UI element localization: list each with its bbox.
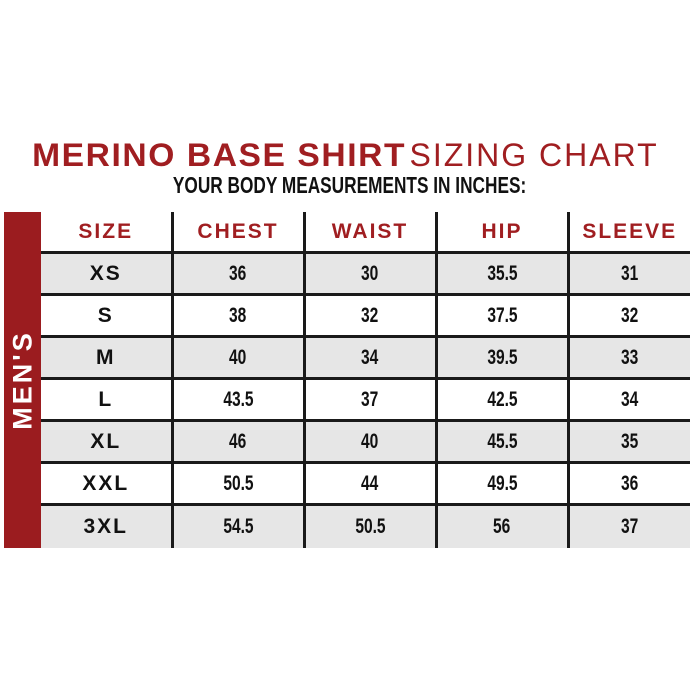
title-chart-label: SIZING CHART (409, 137, 659, 173)
chest-cell: 46 (172, 420, 306, 464)
column-header-sleeve: SLEEVE (568, 212, 690, 254)
column-header-chest: CHEST (172, 212, 306, 254)
waist-cell: 37 (304, 378, 438, 422)
column-header-size-label: SIZE (78, 219, 134, 243)
gender-band-label: MEN'S (7, 330, 37, 430)
sleeve-value: 35 (621, 429, 639, 453)
size-label: XS (89, 261, 122, 285)
gender-band: MEN'S (4, 212, 41, 548)
waist-value: 37 (361, 387, 379, 411)
chest-value: 50.5 (222, 471, 254, 495)
size-table: SIZE CHEST WAIST HIP SLEEVE XS 36 30 35.… (41, 212, 690, 548)
hip-cell: 35.5 (436, 252, 570, 296)
waist-value: 50.5 (354, 515, 386, 538)
waist-cell: 50.5 (304, 504, 438, 548)
sleeve-cell: 32 (568, 294, 690, 338)
chest-cell: 54.5 (172, 504, 306, 548)
waist-value: 30 (361, 261, 379, 285)
waist-value: 34 (361, 345, 379, 369)
size-cell: M (41, 336, 174, 380)
hip-value: 49.5 (486, 471, 518, 495)
chest-value: 38 (229, 303, 247, 327)
waist-value: 44 (361, 471, 379, 495)
table-row-xxl: XXL 50.5 44 49.5 36 (41, 462, 690, 506)
header-row: SIZE CHEST WAIST HIP SLEEVE (41, 212, 690, 254)
waist-cell: 40 (304, 420, 438, 464)
size-cell: L (41, 378, 174, 422)
column-header-chest-label: CHEST (197, 219, 279, 243)
sleeve-value: 31 (621, 261, 639, 285)
hip-value: 35.5 (486, 261, 518, 285)
measurement-units-subtitle: YOUR BODY MEASUREMENTS IN INCHES: (173, 172, 527, 198)
sleeve-cell: 34 (568, 378, 690, 422)
page-title: MERINO BASE SHIRT SIZING CHART (0, 137, 700, 174)
chest-value: 43.5 (222, 387, 254, 411)
column-header-waist-label: WAIST (331, 219, 409, 243)
sleeve-cell: 33 (568, 336, 690, 380)
sizing-chart: MEN'S SIZE CHEST WAIST HIP SLEEVE XS 36 (4, 212, 690, 548)
hip-cell: 56 (436, 504, 570, 548)
size-cell: XXL (41, 462, 174, 506)
waist-cell: 30 (304, 252, 438, 296)
hip-value: 45.5 (486, 429, 518, 453)
size-label: S (97, 303, 114, 327)
column-header-hip-label: HIP (481, 219, 523, 243)
column-header-hip: HIP (436, 212, 570, 254)
waist-value: 32 (361, 303, 379, 327)
table-row-s: S 38 32 37.5 32 (41, 294, 690, 338)
size-label: XXL (82, 471, 130, 495)
table-row-xs: XS 36 30 35.5 31 (41, 252, 690, 296)
title-product-name: MERINO BASE SHIRT (32, 137, 407, 173)
sleeve-cell: 35 (568, 420, 690, 464)
sleeve-cell: 31 (568, 252, 690, 296)
hip-value: 42.5 (486, 387, 518, 411)
size-label: 3XL (83, 515, 128, 538)
size-cell: S (41, 294, 174, 338)
sleeve-value: 33 (621, 345, 639, 369)
hip-value: 39.5 (486, 345, 518, 369)
chest-cell: 36 (172, 252, 306, 296)
column-header-waist: WAIST (304, 212, 438, 254)
size-cell: XL (41, 420, 174, 464)
waist-value: 40 (361, 429, 379, 453)
table-row-xl: XL 46 40 45.5 35 (41, 420, 690, 464)
size-cell: XS (41, 252, 174, 296)
table-row-l: L 43.5 37 42.5 34 (41, 378, 690, 422)
hip-cell: 39.5 (436, 336, 570, 380)
table-row-m: M 40 34 39.5 33 (41, 336, 690, 380)
hip-value: 37.5 (486, 303, 518, 327)
size-label: L (98, 387, 114, 411)
hip-cell: 37.5 (436, 294, 570, 338)
waist-cell: 32 (304, 294, 438, 338)
sleeve-value: 34 (621, 387, 639, 411)
hip-cell: 42.5 (436, 378, 570, 422)
hip-cell: 45.5 (436, 420, 570, 464)
table-row-3xl: 3XL 54.5 50.5 56 37 (41, 504, 690, 549)
chest-cell: 43.5 (172, 378, 306, 422)
chest-cell: 40 (172, 336, 306, 380)
waist-cell: 34 (304, 336, 438, 380)
sleeve-value: 32 (621, 303, 639, 327)
sleeve-value: 36 (621, 471, 639, 495)
sleeve-cell: 37 (568, 505, 690, 549)
chest-value: 36 (229, 261, 247, 285)
hip-value: 56 (493, 515, 511, 538)
size-label: XL (90, 429, 122, 453)
chest-cell: 50.5 (172, 462, 306, 506)
chest-cell: 38 (172, 294, 306, 338)
waist-cell: 44 (304, 462, 438, 506)
chest-value: 40 (229, 345, 247, 369)
size-label: M (96, 345, 116, 369)
column-header-sleeve-label: SLEEVE (582, 219, 678, 243)
sleeve-value: 37 (621, 515, 639, 538)
chest-value: 54.5 (222, 515, 254, 538)
column-header-size: SIZE (41, 212, 174, 254)
hip-cell: 49.5 (436, 462, 570, 506)
subtitle-row: YOUR BODY MEASUREMENTS IN INCHES: (0, 172, 700, 199)
chest-value: 46 (229, 429, 247, 453)
sleeve-cell: 36 (568, 462, 690, 506)
size-cell: 3XL (41, 504, 174, 548)
